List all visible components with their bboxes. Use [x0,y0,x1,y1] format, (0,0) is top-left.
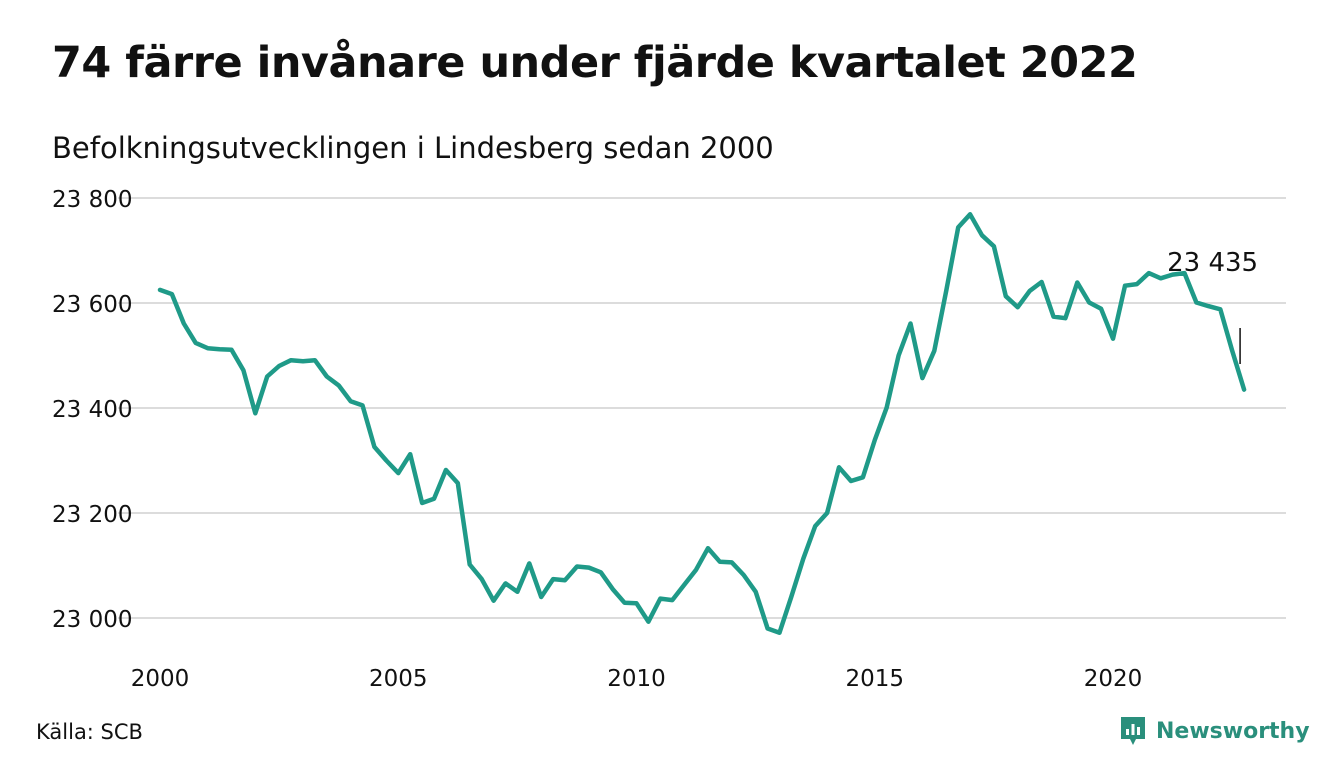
annotation-label: 23 435 [1167,248,1258,278]
x-tick-label: 2015 [846,666,905,692]
x-tick-label: 2010 [607,666,666,692]
brand-logo[interactable]: Newsworthy [1118,714,1310,748]
brand-name: Newsworthy [1156,718,1310,744]
x-tick-label: 2020 [1084,666,1143,692]
x-tick-label: 2000 [131,666,190,692]
y-tick-label: 23 600 [52,292,132,318]
chart-title: 74 färre invånare under fjärde kvartalet… [52,38,1138,88]
y-axis-ticks: 23 000 23 200 23 400 23 600 23 800 [52,187,132,633]
series-lines [157,212,1247,635]
x-tick-label: 2005 [369,666,428,692]
y-tick-label: 23 400 [52,397,132,423]
chart-subtitle: Befolkningsutvecklingen i Lindesberg sed… [52,131,774,165]
y-tick-label: 23 000 [52,607,132,633]
y-tick-label: 23 800 [52,187,132,213]
y-tick-label: 23 200 [52,502,132,528]
x-axis-ticks: 2000 2005 2010 2015 2020 [131,666,1143,692]
annotation-group: 23 435 [1167,248,1258,364]
source-label: Källa: SCB [36,720,143,744]
newsworthy-logo-icon [1121,717,1145,745]
series-line [157,212,1247,635]
